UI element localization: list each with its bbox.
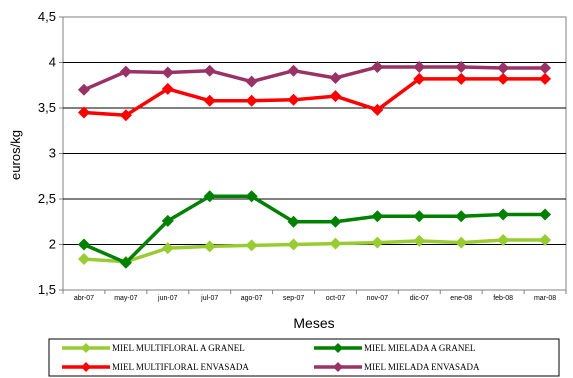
- series-line: [83, 194, 546, 265]
- y-tick-label: 3: [49, 146, 56, 161]
- series-line: [83, 65, 546, 92]
- legend-marker: [81, 362, 91, 372]
- data-point: [77, 106, 90, 119]
- data-point: [287, 215, 300, 228]
- data-point: [371, 103, 384, 116]
- y-tick-label: 3,5: [38, 100, 56, 115]
- data-point: [413, 61, 426, 74]
- data-point: [77, 253, 90, 266]
- legend-label: MIEL MULTIFLORAL ENVASADA: [112, 362, 249, 372]
- data-point: [245, 75, 258, 88]
- data-point: [371, 210, 384, 223]
- data-point: [161, 242, 174, 255]
- data-point: [539, 72, 552, 85]
- y-tick-label: 2: [49, 237, 56, 252]
- data-point: [161, 214, 174, 227]
- legend-label: MIEL MULTIFLORAL A GRANEL: [112, 343, 245, 353]
- x-tick-label: feb-08: [493, 295, 513, 302]
- y-tick-label: 2,5: [38, 191, 56, 206]
- data-point: [329, 215, 342, 228]
- data-point: [161, 82, 174, 95]
- data-point: [539, 233, 552, 246]
- data-point: [203, 64, 216, 77]
- y-tick-label: 1,5: [38, 282, 56, 297]
- data-point: [455, 236, 468, 249]
- data-point: [539, 61, 552, 74]
- x-tick-label: ene-08: [450, 295, 472, 302]
- gridlines: [63, 62, 566, 245]
- data-point: [539, 208, 552, 221]
- data-point: [203, 94, 216, 107]
- data-point: [77, 238, 90, 251]
- x-tick-label: jul-07: [200, 295, 218, 302]
- legend-box: [48, 338, 560, 377]
- data-point: [287, 93, 300, 106]
- x-tick-label: nov-07: [367, 295, 389, 302]
- data-point: [497, 208, 510, 221]
- x-tick-label: mar-08: [534, 295, 556, 302]
- data-point: [287, 238, 300, 251]
- x-tick-label: jun-07: [157, 295, 178, 302]
- data-point: [119, 65, 132, 78]
- data-point: [413, 72, 426, 85]
- data-point: [119, 256, 132, 269]
- x-tick-label: abr-07: [74, 295, 94, 302]
- data-point: [119, 109, 132, 122]
- legend-label: MIEL MIELADA A GRANEL: [364, 343, 475, 353]
- legend: MIEL MULTIFLORAL A GRANEL MIEL MIELADA A …: [62, 343, 480, 372]
- data-point: [245, 190, 258, 203]
- data-point: [413, 234, 426, 247]
- data-point: [455, 72, 468, 85]
- series-group: [77, 61, 552, 269]
- y-tick-label: 4: [49, 55, 56, 70]
- x-tick-label: sep-07: [283, 295, 305, 302]
- y-axis-ticks: 1,5 2 2,5 3 3,5 4 4,5: [38, 9, 63, 297]
- data-point: [497, 233, 510, 246]
- legend-marker: [333, 343, 343, 353]
- data-point: [245, 94, 258, 107]
- data-point: [329, 90, 342, 103]
- data-point: [329, 237, 342, 250]
- x-axis-ticks: abr-07 may-07 jun-07 jul-07 ago-07 sep-07 oct-…: [62, 290, 567, 302]
- x-tick-label: ago-07: [241, 295, 263, 302]
- x-tick-label: may-07: [114, 295, 137, 302]
- legend-marker: [333, 362, 343, 372]
- data-point: [371, 236, 384, 249]
- data-point: [203, 240, 216, 253]
- data-point: [329, 71, 342, 84]
- x-axis-title: Meses: [293, 315, 334, 331]
- data-point: [245, 239, 258, 252]
- y-axis-title: euros/kg: [8, 130, 23, 180]
- legend-label: MIEL MIELADA ENVASADA: [364, 362, 480, 372]
- legend-marker: [81, 343, 91, 353]
- data-point: [497, 61, 510, 74]
- data-point: [203, 190, 216, 203]
- data-point: [287, 64, 300, 77]
- y-tick-label: 4,5: [38, 9, 56, 24]
- data-point: [455, 210, 468, 223]
- data-point: [371, 61, 384, 74]
- series-line: [83, 77, 546, 118]
- data-point: [497, 72, 510, 85]
- data-point: [77, 83, 90, 96]
- data-point: [161, 66, 174, 79]
- data-point: [455, 61, 468, 74]
- data-point: [413, 210, 426, 223]
- series-line: [83, 238, 546, 264]
- x-tick-label: oct-07: [326, 295, 346, 302]
- x-tick-label: dic-07: [410, 295, 429, 302]
